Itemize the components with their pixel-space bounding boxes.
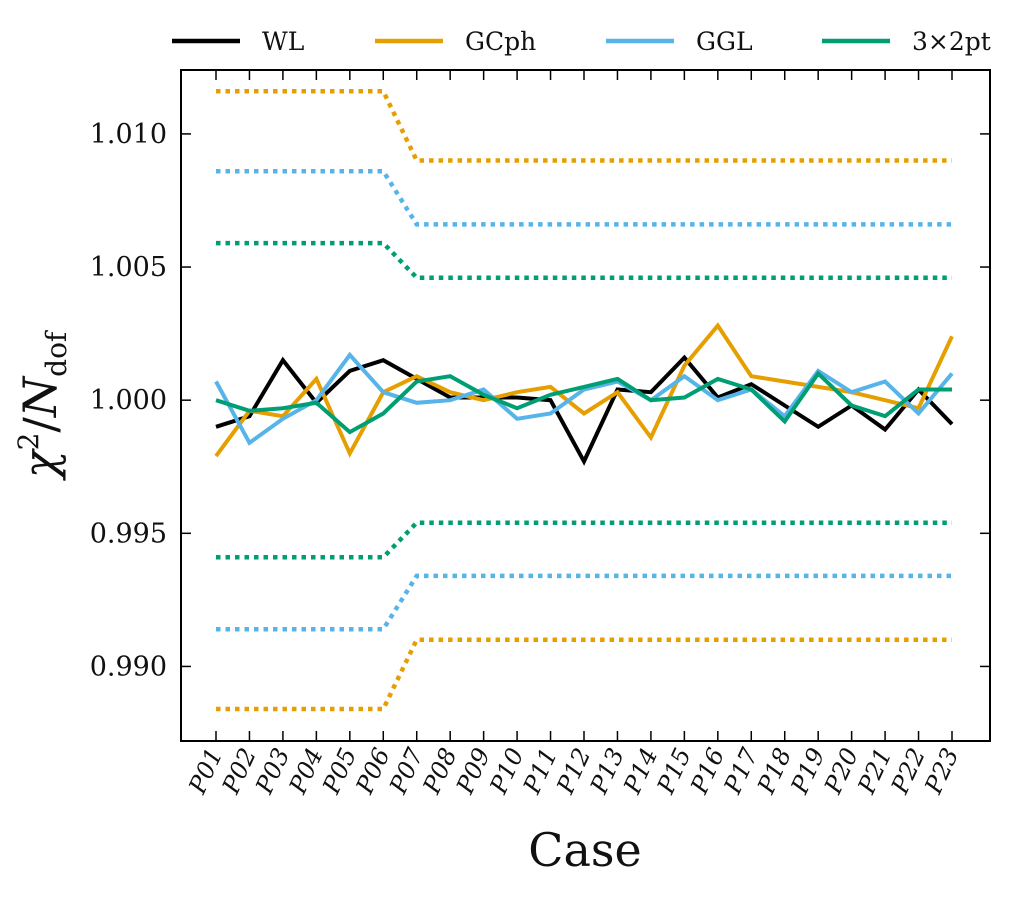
legend-label-3x2pt: 3×2pt — [912, 27, 991, 56]
y-axis-label: χ2/Ndof — [12, 329, 73, 481]
series-layer — [214, 322, 954, 466]
plot-frame — [180, 69, 991, 742]
legend: WL GCph GGL 3×2pt — [172, 27, 991, 56]
y-tick-label: 1.000 — [90, 385, 167, 416]
x-tick-label: P12 — [551, 744, 597, 799]
legend-label-gcph: GCph — [465, 27, 536, 56]
x-tick-label: P20 — [819, 744, 865, 799]
x-tick-label: P02 — [216, 744, 262, 799]
x-tick-label: P07 — [384, 743, 430, 799]
series-line-ggl — [214, 351, 954, 446]
bound-upper-3x2pt — [216, 240, 952, 280]
y-tick-label: 1.005 — [90, 252, 167, 283]
x-axis: P01P02P03P04P05P06P07P08P09P10P11P12P13P… — [183, 70, 965, 799]
x-tick-label: P04 — [283, 744, 329, 799]
y-tick-label: 1.010 — [90, 119, 167, 150]
y-axis-label-superscript: 2 — [12, 433, 45, 451]
x-tick-label: P10 — [484, 744, 530, 799]
y-axis-label-subscript: dof — [40, 329, 73, 377]
x-tick-label: P14 — [618, 744, 664, 799]
y-axis-label-slash: / — [13, 417, 67, 433]
x-tick-label: P15 — [651, 744, 697, 799]
x-tick-label: P08 — [417, 744, 463, 799]
bound-lower-gcph — [216, 637, 952, 712]
y-tick-label: 0.995 — [90, 518, 167, 549]
x-tick-label: P17 — [718, 743, 764, 799]
x-tick-label: P18 — [752, 744, 798, 799]
x-tick-label: P21 — [852, 744, 898, 799]
x-tick-label: P03 — [250, 744, 296, 799]
bound-upper-gcph — [216, 89, 952, 163]
x-tick-label: P06 — [350, 744, 396, 799]
y-axis: 0.990 0.995 1.000 1.005 1.010 — [90, 119, 990, 682]
x-tick-label: P16 — [685, 744, 731, 799]
x-axis-label: Case — [528, 823, 641, 877]
bound-lower-3x2pt — [216, 520, 952, 560]
y-tick-label: 0.990 — [90, 651, 167, 682]
bounds-layer — [216, 89, 952, 712]
x-tick-label: P01 — [183, 744, 229, 799]
legend-label-ggl: GGL — [696, 27, 753, 56]
bound-lower-ggl — [216, 573, 952, 632]
series-line-wl — [215, 354, 954, 466]
x-tick-label: P05 — [317, 744, 363, 799]
x-tick-label: P22 — [885, 744, 931, 799]
series-line-3x2pt — [215, 370, 952, 435]
x-tick-label: P23 — [919, 744, 965, 799]
x-tick-label: P09 — [451, 744, 497, 799]
bound-upper-ggl — [216, 168, 952, 227]
x-tick-label: P11 — [517, 744, 563, 799]
y-axis-label-main: N — [13, 375, 67, 418]
legend-label-wl: WL — [262, 27, 304, 56]
y-axis-label-symbol: χ — [13, 447, 67, 481]
x-tick-label: P13 — [584, 744, 630, 799]
x-tick-label: P19 — [785, 744, 831, 799]
series-line-gcph — [214, 322, 954, 458]
